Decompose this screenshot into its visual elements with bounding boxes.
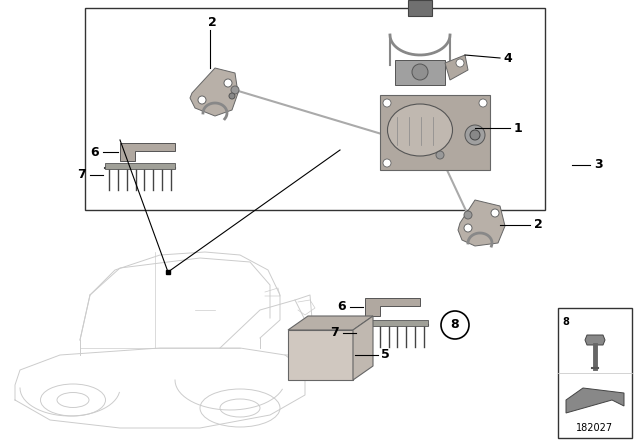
Circle shape xyxy=(491,209,499,217)
Text: 6: 6 xyxy=(337,301,346,314)
Circle shape xyxy=(464,224,472,232)
Polygon shape xyxy=(445,55,468,80)
Polygon shape xyxy=(190,68,238,116)
Circle shape xyxy=(465,125,485,145)
Ellipse shape xyxy=(387,104,452,156)
Circle shape xyxy=(470,130,480,140)
Circle shape xyxy=(383,99,391,107)
Bar xyxy=(288,330,353,380)
Text: 2: 2 xyxy=(534,219,543,232)
Circle shape xyxy=(436,151,444,159)
Circle shape xyxy=(441,311,469,339)
Text: 7: 7 xyxy=(77,168,86,181)
Circle shape xyxy=(464,211,472,219)
Text: 5: 5 xyxy=(381,349,390,362)
Text: 182027: 182027 xyxy=(577,423,614,433)
Bar xyxy=(85,8,545,210)
Bar xyxy=(358,320,428,326)
Bar xyxy=(408,0,432,16)
Text: 6: 6 xyxy=(90,146,99,159)
Text: 7: 7 xyxy=(330,327,339,340)
Bar xyxy=(105,163,175,169)
Text: 4: 4 xyxy=(503,52,512,65)
Polygon shape xyxy=(365,298,420,316)
Polygon shape xyxy=(288,316,373,330)
Polygon shape xyxy=(353,316,373,380)
Text: 8: 8 xyxy=(451,319,460,332)
Bar xyxy=(395,60,445,85)
Circle shape xyxy=(224,79,232,87)
Circle shape xyxy=(479,99,487,107)
Circle shape xyxy=(198,96,206,104)
Circle shape xyxy=(231,86,239,94)
Circle shape xyxy=(412,64,428,80)
Circle shape xyxy=(390,133,400,143)
Polygon shape xyxy=(566,388,624,413)
Text: 2: 2 xyxy=(207,16,216,29)
Circle shape xyxy=(229,93,235,99)
Text: 1: 1 xyxy=(514,121,523,134)
Circle shape xyxy=(456,59,464,67)
Circle shape xyxy=(383,159,391,167)
Bar xyxy=(558,308,632,438)
Polygon shape xyxy=(585,335,605,345)
Text: 8: 8 xyxy=(562,317,569,327)
Bar xyxy=(380,95,490,170)
Text: 3: 3 xyxy=(594,159,603,172)
Polygon shape xyxy=(458,200,505,246)
Polygon shape xyxy=(120,143,175,161)
